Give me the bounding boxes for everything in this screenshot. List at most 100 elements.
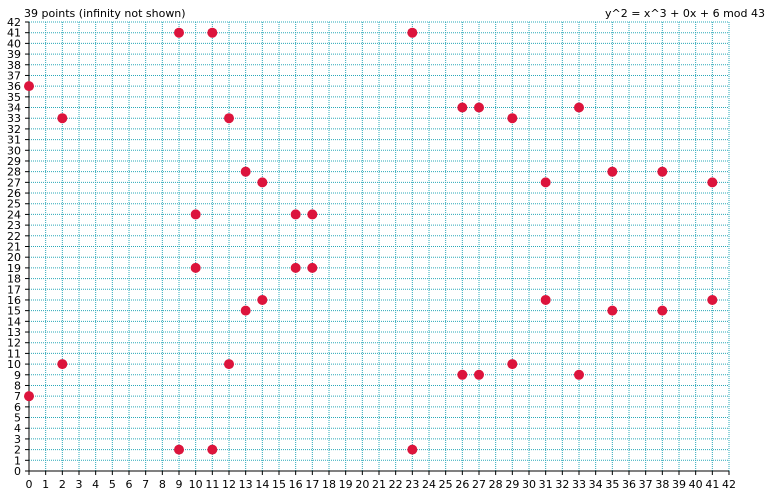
data-points <box>24 27 718 455</box>
data-point <box>574 369 584 380</box>
data-point <box>707 177 718 188</box>
x-tick-label: 41 <box>705 478 719 491</box>
y-tick-label: 12 <box>7 337 21 350</box>
y-tick-label: 35 <box>7 91 21 104</box>
data-point <box>457 369 468 380</box>
y-tick-label: 20 <box>7 251 21 264</box>
y-tick-label: 42 <box>7 16 21 29</box>
y-tick-label: 6 <box>14 401 21 414</box>
y-tick-label: 28 <box>7 166 21 179</box>
y-tick-label: 2 <box>14 444 21 457</box>
grid-lines <box>28 21 730 472</box>
x-tick-label: 23 <box>405 478 419 491</box>
y-tick-label: 8 <box>14 379 21 392</box>
data-point <box>190 209 201 220</box>
x-tick-label: 18 <box>322 478 336 491</box>
data-point <box>174 27 184 38</box>
x-tick-label: 14 <box>255 478 269 491</box>
data-point <box>224 359 234 370</box>
data-point <box>290 262 301 273</box>
x-tick-label: 21 <box>372 478 386 491</box>
data-point <box>307 209 318 220</box>
x-tick-label: 38 <box>655 478 669 491</box>
data-point <box>607 166 618 177</box>
x-tick-label: 1 <box>42 478 49 491</box>
x-tick-label: 34 <box>589 478 603 491</box>
y-tick-label: 40 <box>7 37 21 50</box>
y-tick-label: 4 <box>14 422 21 435</box>
x-tick-label: 15 <box>272 478 286 491</box>
x-tick-label: 12 <box>222 478 236 491</box>
y-tick-label: 36 <box>7 80 21 93</box>
x-tick-labels: 0 1 2 3 4 5 6 7 8 9 10 11 12 13 14 15 16 17 18 19 20 21 22 23 24… <box>26 478 737 491</box>
x-tick-label: 3 <box>76 478 83 491</box>
x-tick-label: 6 <box>126 478 133 491</box>
x-tick-label: 22 <box>389 478 403 491</box>
chart-subtitle: 39 points (infinity not shown) <box>24 7 186 20</box>
data-point <box>707 294 718 305</box>
y-tick-label: 38 <box>7 59 21 72</box>
x-tick-label: 26 <box>455 478 469 491</box>
x-tick-label: 25 <box>439 478 453 491</box>
data-point <box>474 102 484 113</box>
y-tick-label: 31 <box>7 134 21 147</box>
data-point <box>307 262 318 273</box>
y-tick-label: 41 <box>7 27 21 40</box>
x-tick-label: 37 <box>639 478 653 491</box>
y-tick-label: 24 <box>7 208 21 221</box>
x-tick-label: 11 <box>205 478 219 491</box>
y-tick-label: 29 <box>7 155 21 168</box>
x-tick-label: 20 <box>355 478 369 491</box>
x-tick-label: 32 <box>555 478 569 491</box>
y-tick-label: 7 <box>14 390 21 403</box>
x-tick-label: 2 <box>59 478 66 491</box>
x-tick-label: 31 <box>539 478 553 491</box>
data-point <box>607 305 618 316</box>
y-tick-label: 21 <box>7 241 21 254</box>
x-tick-label: 28 <box>489 478 503 491</box>
data-point <box>657 305 668 316</box>
data-point <box>574 102 584 113</box>
data-point <box>290 209 301 220</box>
y-tick-label: 10 <box>7 358 21 371</box>
data-point <box>474 369 484 380</box>
y-tick-label: 33 <box>7 112 21 125</box>
data-point <box>407 444 418 455</box>
data-point <box>57 359 68 370</box>
y-tick-label: 37 <box>7 69 21 82</box>
x-tick-label: 16 <box>289 478 303 491</box>
data-point <box>240 305 251 316</box>
chart-title: y^2 = x^3 + 0x + 6 mod 43 <box>604 7 765 20</box>
x-tick-label: 5 <box>109 478 116 491</box>
y-tick-label: 16 <box>7 294 21 307</box>
x-tick-label: 27 <box>472 478 486 491</box>
data-point <box>257 177 268 188</box>
x-tick-label: 13 <box>239 478 253 491</box>
x-tick-label: 8 <box>159 478 166 491</box>
data-point <box>407 27 418 38</box>
y-tick-label: 22 <box>7 230 21 243</box>
y-tick-label: 19 <box>7 262 21 275</box>
x-tick-label: 0 <box>26 478 33 491</box>
y-tick-label: 9 <box>14 369 21 382</box>
y-tick-labels: 0123456789101112131415161718192021222324… <box>7 16 21 478</box>
data-point <box>507 113 518 124</box>
y-tick-label: 1 <box>14 454 21 467</box>
x-tick-label: 4 <box>92 478 99 491</box>
y-tick-label: 26 <box>7 187 21 200</box>
data-point <box>24 391 34 402</box>
y-tick-label: 18 <box>7 273 21 286</box>
y-tick-label: 34 <box>7 102 21 115</box>
x-tick-label: 33 <box>572 478 586 491</box>
data-point <box>240 166 251 177</box>
data-point <box>540 294 551 305</box>
data-point <box>540 177 551 188</box>
y-tick-label: 11 <box>7 347 21 360</box>
x-tick-label: 9 <box>176 478 183 491</box>
y-tick-label: 17 <box>7 283 21 296</box>
y-tick-label: 0 <box>14 465 21 478</box>
y-tick-label: 3 <box>14 433 21 446</box>
x-tick-label: 42 <box>722 478 736 491</box>
y-tick-label: 30 <box>7 144 21 157</box>
y-tick-label: 15 <box>7 305 21 318</box>
